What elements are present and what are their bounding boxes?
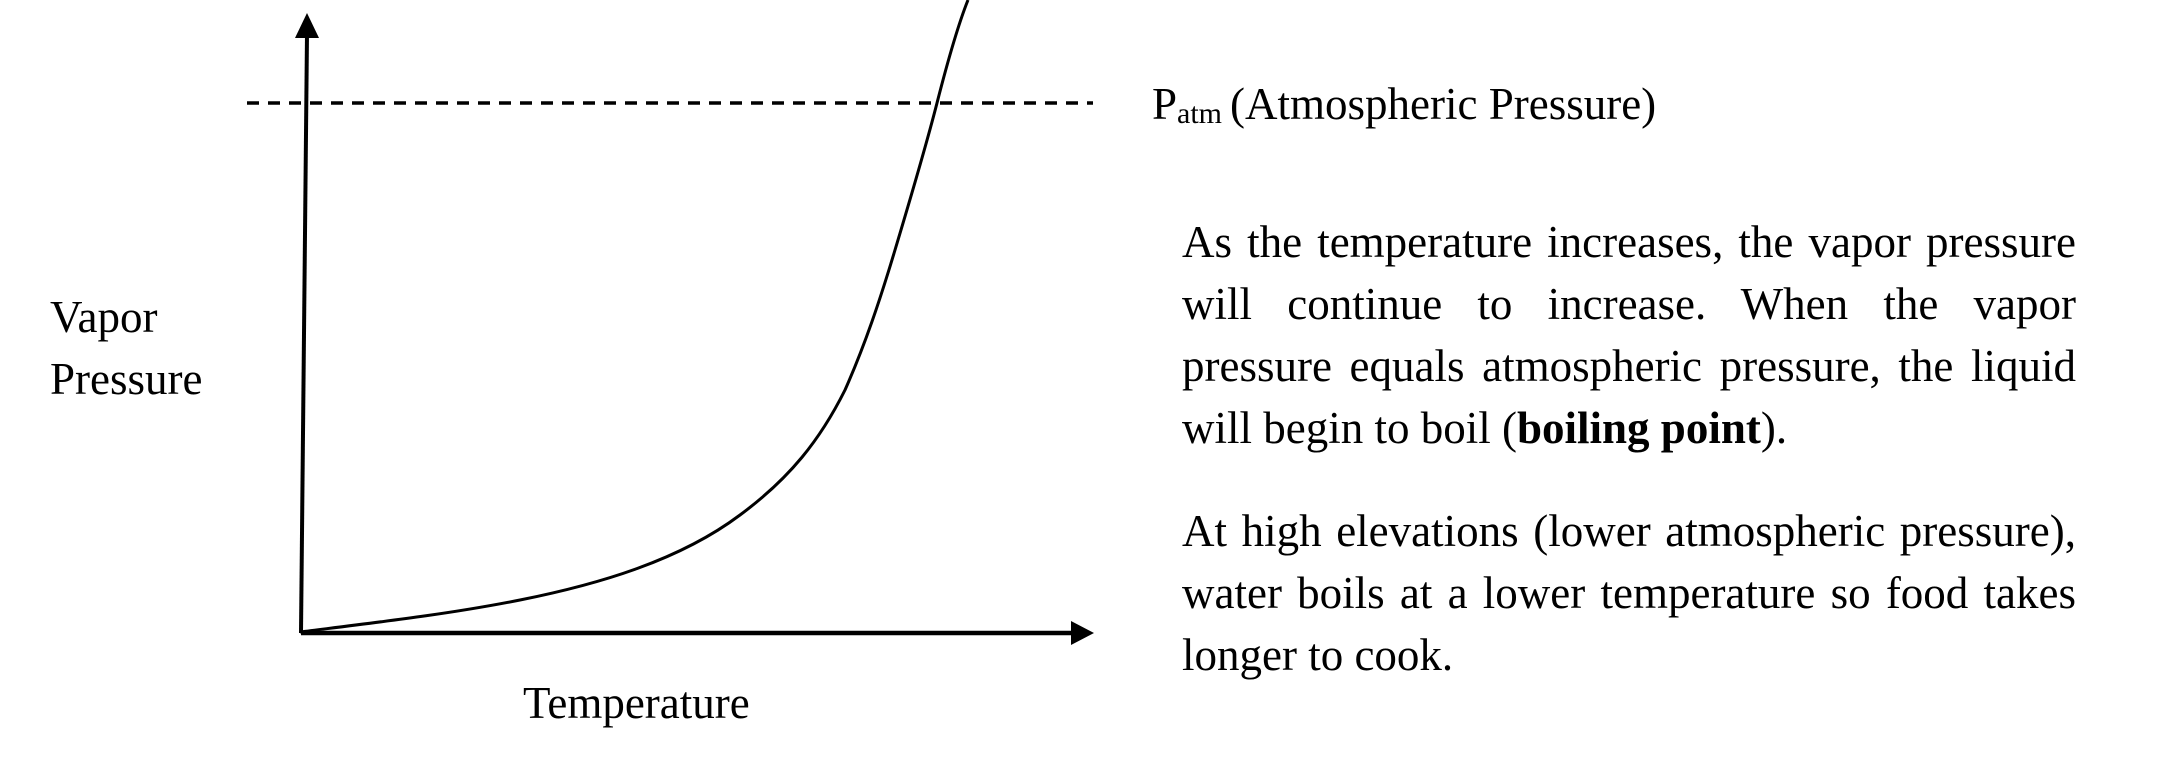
y-axis-label-line1: Vapor	[50, 292, 158, 342]
patm-description: (Atmospheric Pressure)	[1230, 79, 1657, 129]
y-axis-line	[299, 33, 309, 634]
x-axis-label: Temperature	[523, 678, 750, 728]
patm-subscript: atm	[1177, 97, 1223, 130]
x-axis-arrowhead-icon	[1071, 621, 1094, 645]
high-elevation-explanation: At high elevations (lower atmospheric pr…	[1182, 506, 2076, 680]
atmospheric-pressure-label: Patm (Atmospheric Pressure)	[1152, 73, 1656, 141]
boiling-point-term: boiling point	[1516, 403, 1761, 453]
y-axis-label: Vapor Pressure	[50, 286, 202, 410]
y-axis-arrowhead-icon	[295, 13, 319, 38]
para1-text-before: As the temperature increases, the vapor …	[1182, 217, 2076, 453]
vapor-pressure-curve	[299, 0, 970, 634]
boiling-point-explanation: As the temperature increases, the vapor …	[1182, 211, 2076, 459]
y-axis-label-line2: Pressure	[50, 354, 203, 404]
patm-symbol: P	[1152, 79, 1178, 129]
para1-text-after: ).	[1760, 403, 1788, 453]
